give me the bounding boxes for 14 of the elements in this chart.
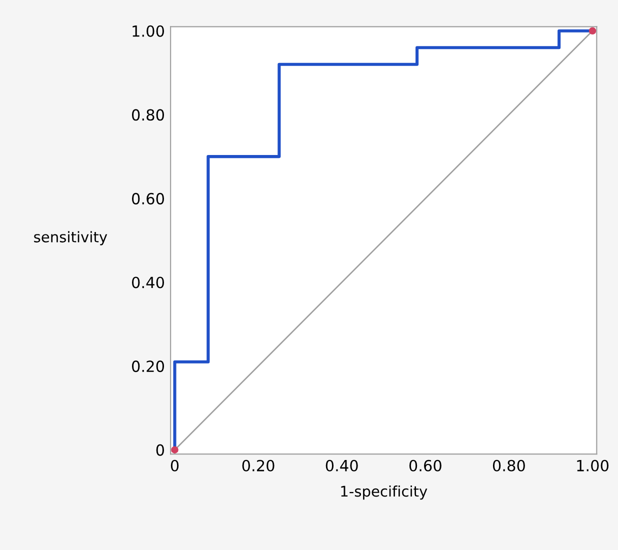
x-axis-title: 1-specificity (341, 485, 428, 500)
y-tick-label: 1.00 (132, 25, 164, 37)
x-tick-label: 0.40 (326, 460, 358, 472)
x-tick-label: 0.20 (242, 460, 274, 472)
y-axis-title: sensitivity (34, 231, 108, 246)
y-tick-label: 0.40 (132, 276, 164, 288)
y-tick-label: 0 (156, 444, 164, 456)
x-tick-label: 0.60 (409, 460, 442, 472)
x-tick-label: 0.80 (492, 460, 525, 472)
y-tick-label: 0.80 (132, 109, 164, 121)
y-tick-label: 0.20 (132, 360, 164, 372)
x-tick-label: 1.00 (577, 460, 608, 472)
x-tick-label: 0 (170, 460, 179, 472)
y-tick-label: 0.60 (132, 192, 164, 204)
